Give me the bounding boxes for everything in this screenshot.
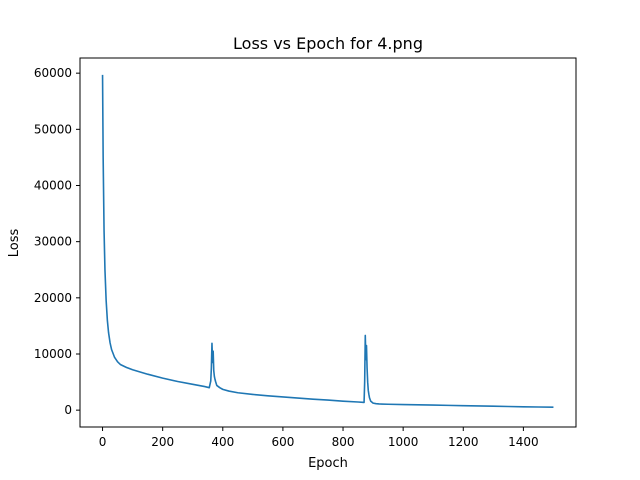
x-axis-label: Epoch [308, 456, 348, 471]
plot-area [101, 74, 554, 409]
axes-frame [79, 57, 577, 428]
y-tick-label: 50000 [34, 122, 72, 136]
y-tick-label: 20000 [34, 291, 72, 305]
x-tick-label: 400 [211, 435, 234, 449]
x-tick-label: 1200 [448, 435, 479, 449]
x-tick-label: 800 [332, 435, 355, 449]
x-tick-label: 1400 [508, 435, 539, 449]
y-tick-label: 40000 [34, 178, 72, 192]
y-axis-label: Loss [7, 229, 22, 258]
x-tick-label: 0 [99, 435, 107, 449]
x-tick-label: 200 [151, 435, 174, 449]
y-axis-ticks: 0 10000 20000 30000 40000 50000 60000 [34, 66, 80, 417]
y-tick-label: 60000 [34, 66, 72, 80]
y-tick-label: 30000 [34, 235, 72, 249]
y-tick-label: 0 [64, 403, 72, 417]
chart-title: Loss vs Epoch for 4.png [233, 34, 423, 53]
loss-series-line [101, 74, 554, 409]
x-tick-label: 600 [271, 435, 294, 449]
x-axis-ticks: 0 200 400 600 800 1000 1200 1400 [99, 427, 539, 449]
y-tick-label: 10000 [34, 347, 72, 361]
x-tick-label: 1000 [388, 435, 419, 449]
